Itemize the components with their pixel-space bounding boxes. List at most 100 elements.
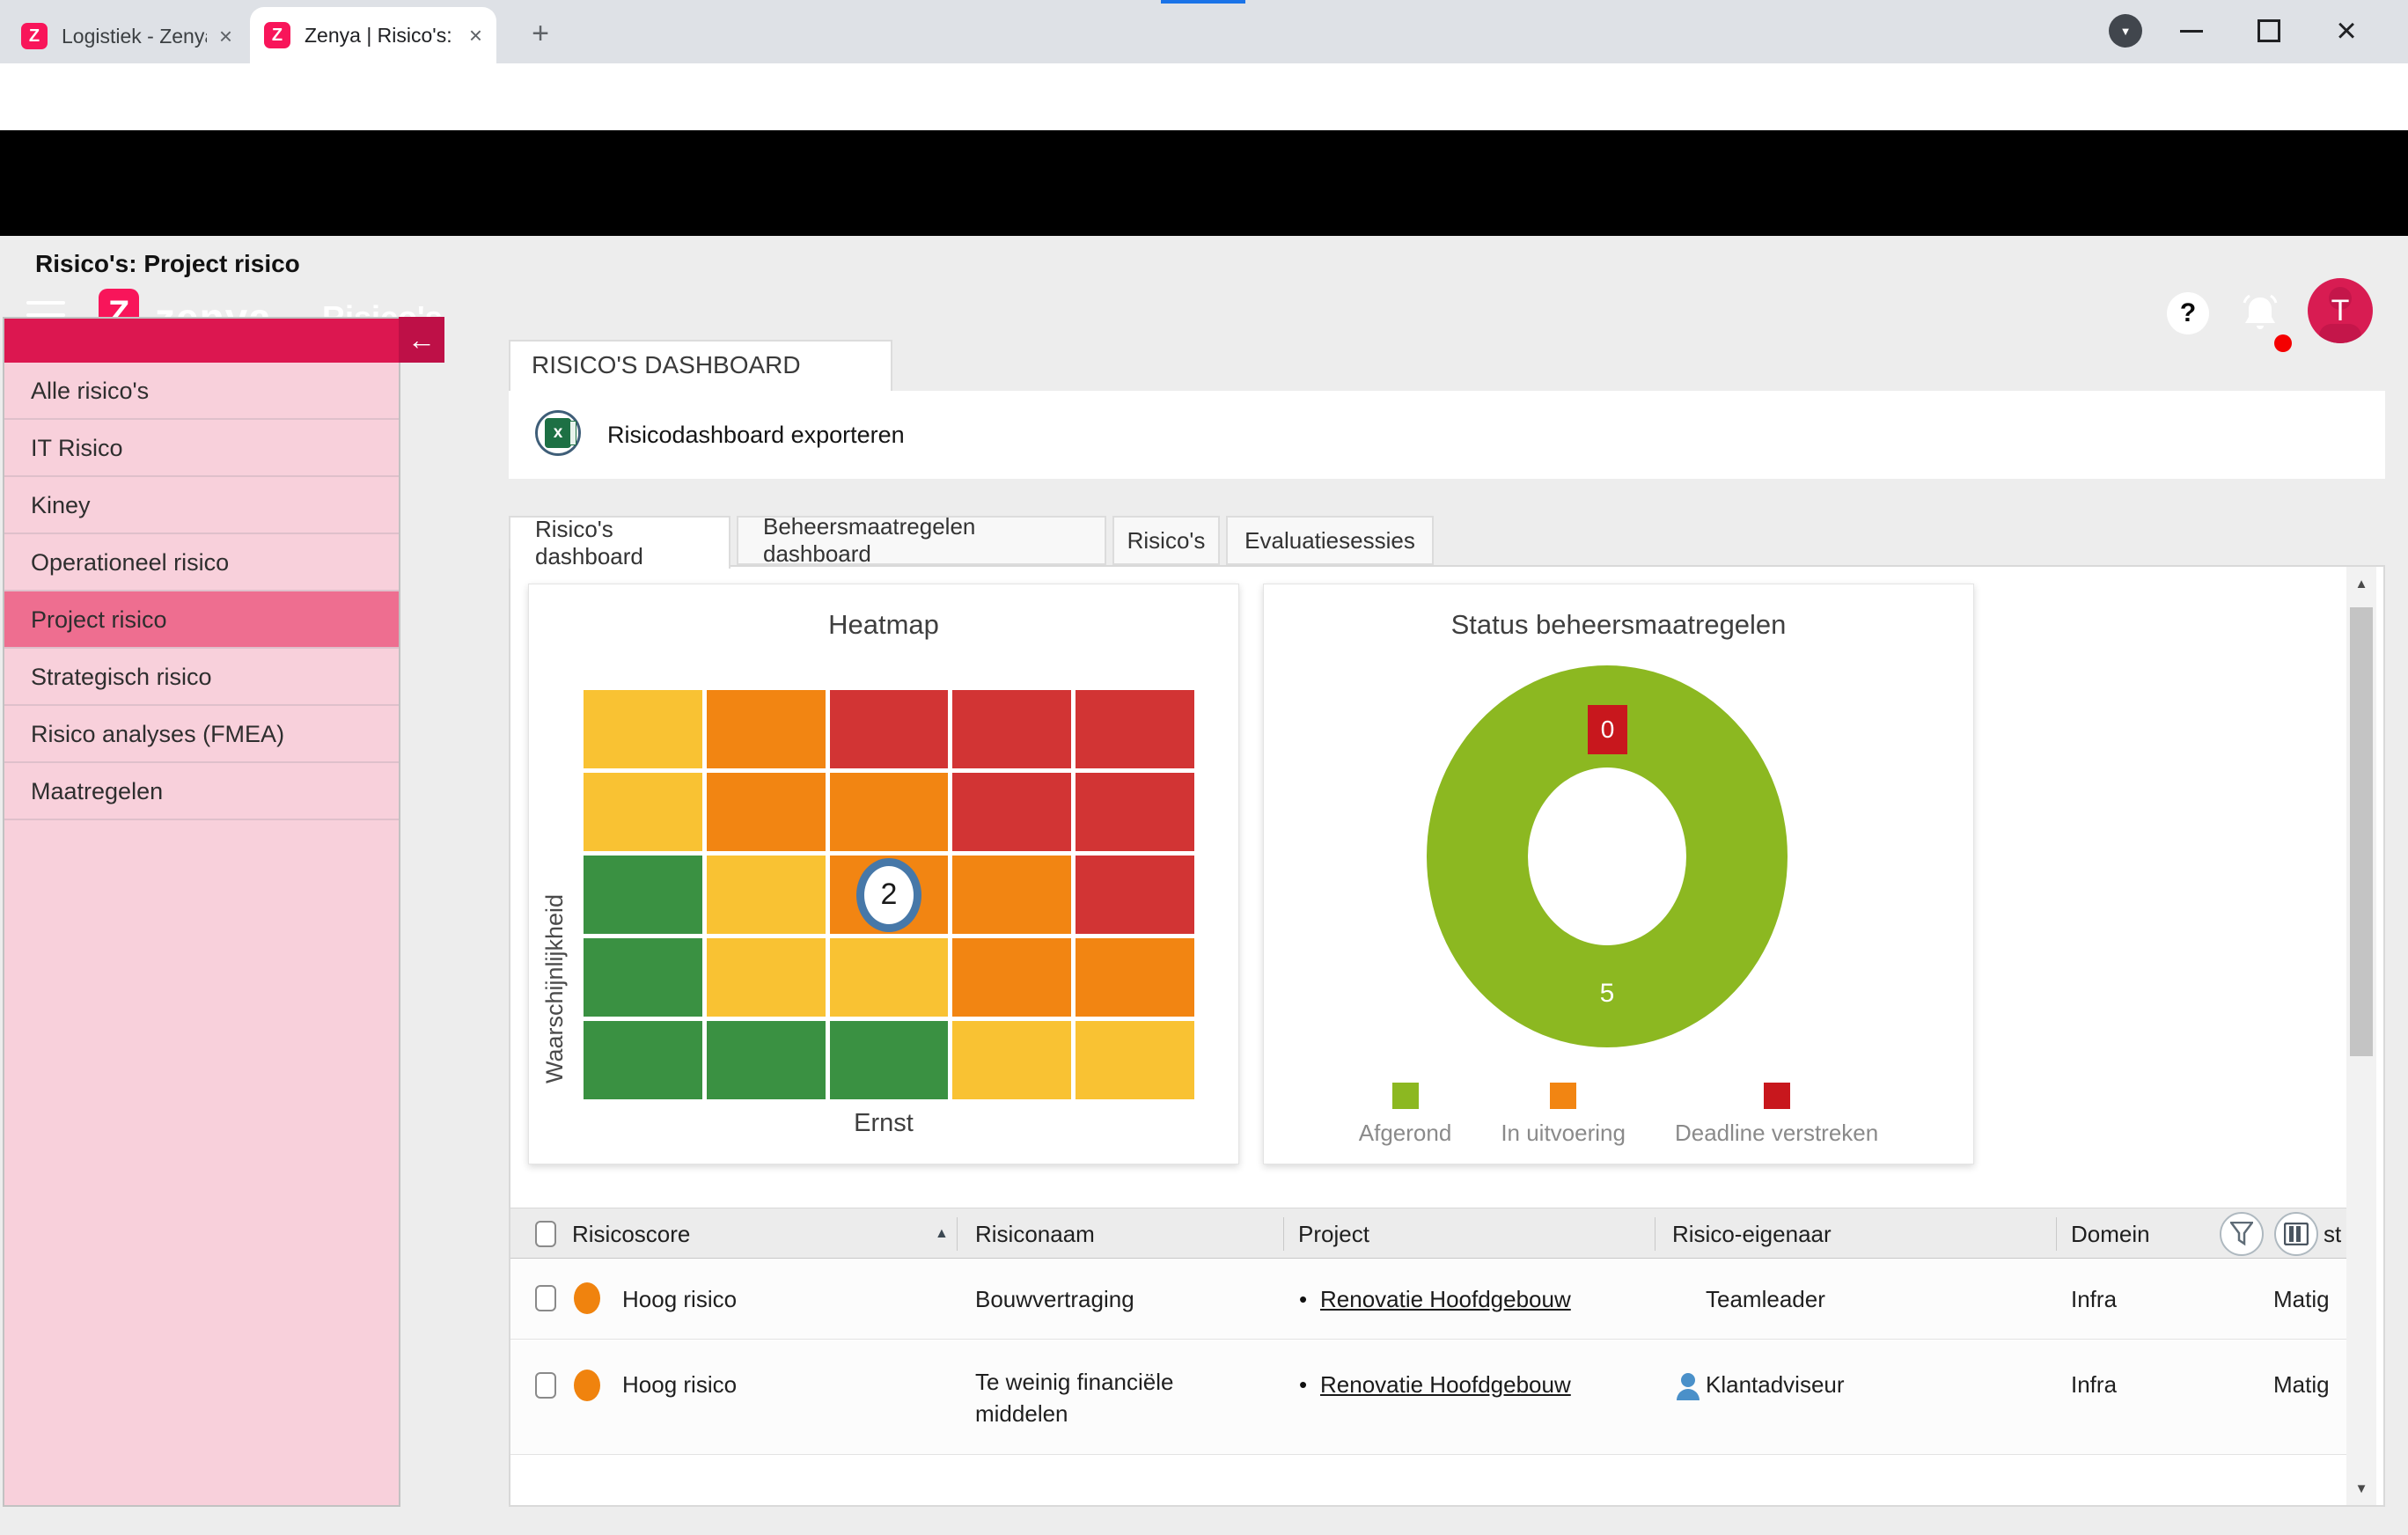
column-header-domein[interactable]: Domein — [2071, 1221, 2150, 1247]
heatmap-cell[interactable] — [952, 690, 1072, 768]
risk-owner: Klantadviseur — [1706, 1370, 1845, 1398]
tab-evaluatiesessies[interactable]: Evaluatiesessies — [1226, 516, 1434, 565]
help-button[interactable]: ? — [2167, 292, 2209, 334]
risk-name: Bouwvertraging — [975, 1285, 1134, 1312]
heatmap-cell[interactable] — [706, 773, 826, 851]
column-header-project[interactable]: Project — [1298, 1221, 1369, 1247]
heatmap-cell[interactable] — [952, 1021, 1072, 1099]
heatmap-cell[interactable] — [706, 690, 826, 768]
bullet-icon: • — [1299, 1370, 1308, 1398]
heatmap-cell[interactable] — [1076, 690, 1194, 768]
heatmap-grid: 2 — [584, 690, 1194, 1099]
sidebar-item-operationeel-risico[interactable]: Operationeel risico — [4, 534, 399, 591]
legend-label: Deadline verstreken — [1674, 1120, 1879, 1146]
legend-item[interactable]: Deadline verstreken — [1675, 1083, 1878, 1147]
sidebar-item-risico-analyses-fmea[interactable]: Risico analyses (FMEA) — [4, 706, 399, 763]
select-all-checkbox[interactable] — [535, 1221, 556, 1247]
window-close-button[interactable]: × — [2336, 11, 2357, 50]
sidebar-item-strategisch-risico[interactable]: Strategisch risico — [4, 649, 399, 706]
browser-tab-active[interactable]: Z Zenya | Risico's: Project risico × — [250, 7, 496, 63]
heatmap-cell[interactable] — [584, 856, 702, 934]
project-link[interactable]: Renovatie Hoofdgebouw — [1320, 1285, 1571, 1312]
scroll-down-arrow[interactable]: ▼ — [2354, 1480, 2368, 1496]
heatmap-annotation-badge[interactable]: 2 — [856, 857, 921, 932]
excel-export-icon[interactable]: x — [535, 410, 581, 456]
heatmap-cell[interactable] — [829, 690, 949, 768]
heatmap-cell[interactable] — [706, 1021, 826, 1099]
row-checkbox[interactable] — [535, 1285, 556, 1311]
tab-close-icon[interactable]: × — [218, 22, 232, 49]
legend-swatch — [1550, 1083, 1577, 1109]
heatmap-cell[interactable] — [584, 773, 702, 851]
heatmap-cell[interactable] — [829, 773, 949, 851]
person-icon — [1677, 1373, 1700, 1400]
column-header-risico-eigenaar[interactable]: Risico-eigenaar — [1672, 1221, 1832, 1247]
donut-label-deadline: 0 — [1588, 705, 1627, 754]
risk-score-label: Hoog risico — [622, 1370, 738, 1398]
legend-label: Afgerond — [1358, 1120, 1452, 1146]
legend-item[interactable]: Afgerond — [1358, 1083, 1452, 1147]
user-avatar[interactable]: T — [2308, 278, 2373, 343]
sidebar-item-maatregelen[interactable]: Maatregelen — [4, 763, 399, 820]
project-link[interactable]: Renovatie Hoofdgebouw — [1320, 1370, 1571, 1398]
sidebar-collapse-button[interactable]: ← — [399, 317, 444, 363]
scroll-up-arrow[interactable]: ▲ — [2354, 576, 2368, 591]
heatmap-cell[interactable] — [952, 938, 1072, 1017]
scrollbar-thumb[interactable] — [2350, 607, 2373, 1056]
column-header-risiconaam[interactable]: Risiconaam — [975, 1221, 1095, 1247]
risk-score-label: Hoog risico — [622, 1285, 738, 1312]
page-tab-risicos-dashboard[interactable]: RISICO'S DASHBOARD — [509, 340, 892, 391]
notifications-bell-icon[interactable] — [2235, 290, 2285, 340]
dashboard-tabs: Risico's dashboard Beheersmaatregelen da… — [509, 513, 1434, 569]
heatmap-cell[interactable] — [706, 938, 826, 1017]
tab-close-icon[interactable]: × — [468, 21, 482, 48]
heatmap-cell[interactable] — [584, 1021, 702, 1099]
new-tab-button[interactable]: + — [532, 16, 549, 50]
export-dashboard-button[interactable]: Risicodashboard exporteren — [607, 422, 905, 448]
sidebar-item-kiney[interactable]: Kiney — [4, 477, 399, 534]
window-minimize-button[interactable] — [2167, 9, 2216, 53]
chart-legend: Afgerond In uitvoering Deadline verstreken — [1264, 1083, 1973, 1147]
donut-chart[interactable] — [1264, 584, 1973, 1164]
browser-tab-logistiek[interactable]: Z Logistiek - Zenya × — [7, 9, 246, 63]
heatmap-cell[interactable] — [706, 856, 826, 934]
heatmap-cell[interactable] — [1076, 773, 1194, 851]
heatmap-cell[interactable] — [1076, 1021, 1194, 1099]
donut-hole — [1528, 768, 1686, 945]
heatmap-cell[interactable] — [952, 773, 1072, 851]
filter-button[interactable] — [2220, 1212, 2264, 1256]
status-chart-card: Status beheersmaatregelen 0 5 Afgerond In… — [1263, 584, 1974, 1164]
heatmap-card: Heatmap Waarschijnlijkheid 2 Ernst — [528, 584, 1239, 1164]
sidebar-item-project-risico[interactable]: Project risico — [4, 591, 399, 649]
tab-risicos[interactable]: Risico's — [1112, 516, 1220, 565]
risk-severity: Matig — [2273, 1285, 2330, 1312]
tab-beheersmaatregelen-dashboard[interactable]: Beheersmaatregelen dashboard — [737, 513, 1106, 567]
heatmap-cell[interactable] — [584, 938, 702, 1017]
zenya-favicon: Z — [264, 22, 290, 48]
legend-item[interactable]: In uitvoering — [1501, 1083, 1626, 1147]
column-chooser-button[interactable] — [2274, 1212, 2318, 1256]
risk-score-dot — [574, 1282, 600, 1314]
risk-table-row[interactable]: Hoog risico Te weinig financiële middele… — [510, 1340, 2346, 1455]
sidebar-item-it-risico[interactable]: IT Risico — [4, 420, 399, 477]
sidebar-header-bar — [4, 319, 399, 363]
window-restore-button[interactable] — [2244, 9, 2294, 53]
tab-title: Logistiek - Zenya — [62, 24, 207, 48]
heatmap-cell[interactable] — [829, 1021, 949, 1099]
row-checkbox[interactable] — [535, 1372, 556, 1399]
browser-tabstrip: Z Logistiek - Zenya × Z Zenya | Risico's… — [0, 0, 2408, 63]
heatmap-cell[interactable] — [584, 690, 702, 768]
tab-risicos-dashboard[interactable]: Risico's dashboard — [509, 516, 730, 569]
column-header-risicoscore[interactable]: Risicoscore — [572, 1221, 691, 1247]
column-header-ernst-partial[interactable]: st — [2324, 1221, 2342, 1247]
heatmap-cell[interactable] — [829, 938, 949, 1017]
heatmap-cell[interactable] — [1076, 856, 1194, 934]
risk-table-row[interactable]: Hoog risico Bouwvertraging • Renovatie H… — [510, 1259, 2346, 1340]
sidebar-item-alle-risicos[interactable]: Alle risico's — [4, 363, 399, 420]
sort-ascending-icon[interactable]: ▲ — [935, 1226, 949, 1241]
risk-table-header: Risicoscore ▲ Risiconaam Project Risico-… — [510, 1208, 2346, 1259]
vertical-scrollbar[interactable]: ▲ ▼ — [2346, 567, 2376, 1505]
heatmap-cell[interactable] — [952, 856, 1072, 934]
tab-search-button[interactable]: ▼ — [2109, 14, 2142, 48]
heatmap-cell[interactable] — [1076, 938, 1194, 1017]
